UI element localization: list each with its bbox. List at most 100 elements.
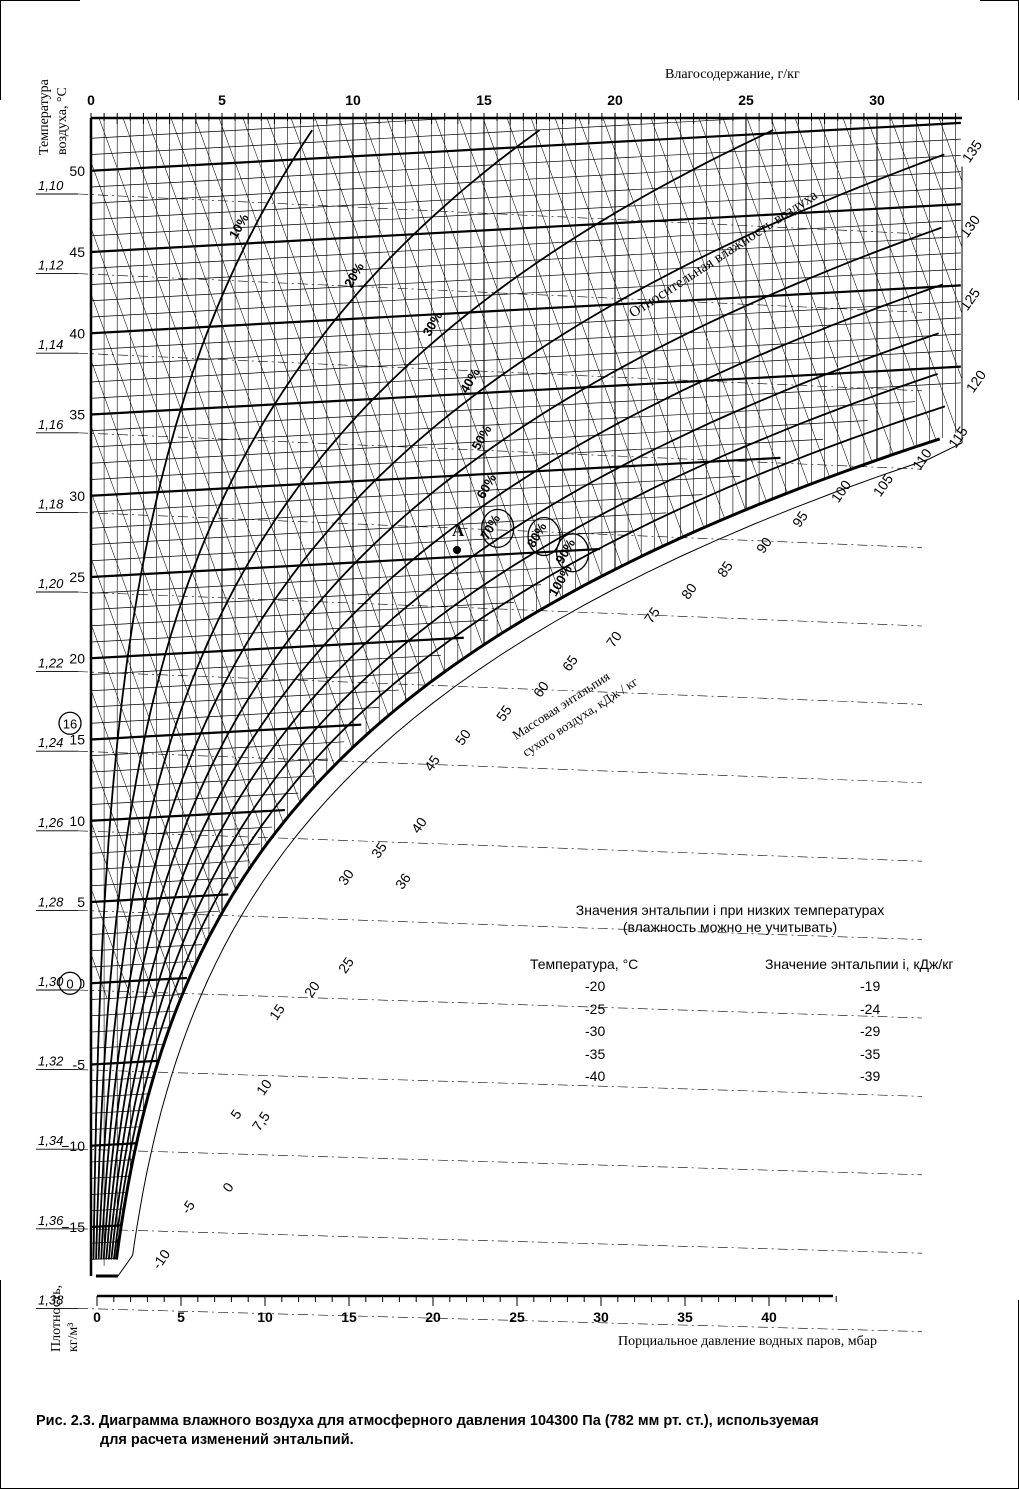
table-col-enthalpy-header: Значение энтальпии i, кДж/кг <box>765 956 954 972</box>
enthalpy-line <box>866 117 1019 537</box>
density-tick-label: 1,10 <box>38 178 64 193</box>
figure-caption: Рис. 2.3. Диаграмма влажного воздуха для… <box>36 1412 936 1450</box>
density-tick-label: 1,34 <box>38 1133 63 1148</box>
humidity-curve <box>114 437 941 1260</box>
table-cell: -24 <box>860 1000 881 1017</box>
density-line <box>77 193 923 235</box>
point-a <box>453 546 461 554</box>
table-cell: -39 <box>860 1068 881 1084</box>
isotherm-line <box>90 438 823 480</box>
isotherm-line <box>90 382 961 432</box>
top-axis-tick-label: 15 <box>476 92 492 108</box>
density-line <box>77 1228 923 1254</box>
enthalpy-scale <box>117 166 963 1277</box>
left-axis-tick-label: 15 <box>69 732 85 748</box>
humidity-curve <box>92 129 313 1260</box>
density-tick-label: 1,32 <box>38 1054 64 1069</box>
caption-line-1: Рис. 2.3. Диаграмма влажного воздуха для… <box>36 1413 819 1429</box>
top-axis-tick-label: 25 <box>738 92 754 108</box>
left-axis-tick-label: 5 <box>77 894 85 910</box>
isotherm-line <box>90 317 961 367</box>
isotherm-line <box>90 187 961 237</box>
top-axis-tick-label: 20 <box>607 92 623 108</box>
density-line <box>77 671 923 705</box>
density-axis-title-2: кг/м³ <box>66 1323 81 1353</box>
isotherm-line <box>90 284 961 335</box>
table-col-temperature-header: Температура, °С <box>530 956 639 972</box>
isotherm-line <box>90 654 441 675</box>
isotherm-line <box>90 707 380 724</box>
density-tick-label: 1,20 <box>38 576 64 591</box>
density-line <box>77 273 923 313</box>
table-cell: -35 <box>860 1045 881 1062</box>
caption-line-2: для расчета изменений энтальпий. <box>100 1432 354 1448</box>
density-line <box>77 989 923 1019</box>
humidity-curve <box>113 405 946 1260</box>
isotherm-line <box>90 268 961 318</box>
density-line <box>77 910 923 940</box>
density-tick-label: 1,30 <box>38 974 64 989</box>
density-tick-label: 1,38 <box>38 1292 64 1307</box>
density-line <box>77 1308 923 1332</box>
top-mask <box>80 0 980 118</box>
left-mask <box>0 100 91 1280</box>
density-line <box>77 750 923 784</box>
density-tick-label: 1,36 <box>38 1213 64 1228</box>
enthalpy-line <box>890 117 1019 471</box>
isotherm-line <box>90 566 570 594</box>
circled-temp-marker <box>58 711 82 735</box>
isotherm-line <box>90 138 961 188</box>
left-axis-title-1: Температура <box>37 78 52 155</box>
humidity-curve <box>102 226 942 1260</box>
density-tick-label: 1,16 <box>38 417 64 432</box>
isotherm-line <box>90 350 961 399</box>
point-a-label: А <box>452 521 465 540</box>
isotherm-line <box>90 636 464 660</box>
table-cell: -35 <box>585 1045 606 1062</box>
humidity-curve <box>97 129 774 1260</box>
humidity-curve <box>107 332 939 1260</box>
table-cell: -30 <box>585 1023 606 1039</box>
density-tick-label: 1,18 <box>38 496 64 511</box>
chart-axes: 05101520253050454035302520151050-5−10−15… <box>36 92 963 1325</box>
top-axis-tick-label: 10 <box>345 92 361 108</box>
isotherm-line <box>90 689 399 708</box>
table-cell: -25 <box>585 1000 606 1017</box>
humidity-title: Относительная влажность воздуха <box>626 187 820 321</box>
isotherm-line <box>90 602 514 627</box>
isotherm-line <box>90 401 916 448</box>
table-cell: -19 <box>860 978 881 994</box>
top-axis-tick-label: 30 <box>869 92 885 108</box>
bottom-axis-tick-label: 35 <box>677 1309 693 1325</box>
top-axis-tick-label: 0 <box>87 92 95 108</box>
circled-temp-label: 16 <box>63 716 77 731</box>
isotherm-line <box>90 252 961 302</box>
table-cell: -40 <box>585 1068 606 1084</box>
bottom-axis-tick-label: 15 <box>341 1309 357 1325</box>
table-cell: -20 <box>585 978 606 994</box>
humidity-label-circle <box>481 508 515 549</box>
isotherm-line <box>90 877 239 887</box>
mollier-diagram: 05101520253050454035302520151050-5−10−15… <box>0 0 1019 1353</box>
density-line <box>77 591 923 627</box>
saturation-mask <box>80 130 1019 1300</box>
isotherm-line <box>90 584 541 610</box>
isotherm-line <box>90 203 961 254</box>
isotherm-line <box>90 236 961 285</box>
bottom-axis-tick-label: 40 <box>761 1309 777 1325</box>
left-axis-tick-label: 25 <box>69 569 85 585</box>
isotherm-line <box>90 512 667 545</box>
isotherm-line <box>90 475 741 513</box>
density-line <box>77 1069 923 1097</box>
density-line <box>77 352 923 392</box>
isotherm-line <box>90 547 601 579</box>
isotherm-line <box>90 860 249 870</box>
isotherm-line <box>90 301 961 350</box>
bottom-axis-tick-label: 30 <box>593 1309 609 1325</box>
density-tick-label: 1,26 <box>38 815 64 830</box>
isotherm-line <box>90 494 703 529</box>
isotherm-line <box>90 420 868 464</box>
isotherm-line <box>90 155 961 204</box>
left-axis-tick-label: 35 <box>69 407 85 423</box>
circled-temp-marker <box>58 971 82 995</box>
